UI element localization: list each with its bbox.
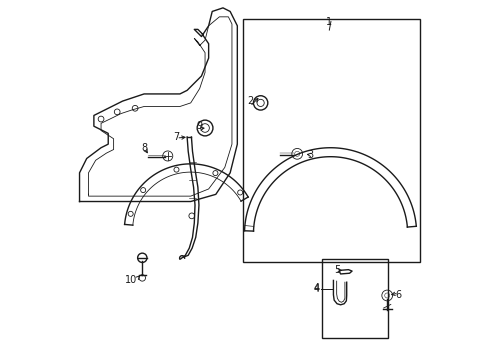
Text: 10: 10 [125, 275, 138, 285]
Text: 3: 3 [307, 150, 313, 160]
Text: 7: 7 [173, 132, 179, 142]
Text: 9: 9 [196, 121, 203, 131]
Text: 2: 2 [246, 96, 252, 106]
Bar [321, 259, 387, 338]
Text: 6: 6 [395, 290, 401, 300]
Bar [242, 19, 419, 262]
Text: 4: 4 [312, 283, 319, 293]
Text: 5: 5 [334, 265, 340, 275]
Text: 8: 8 [141, 143, 147, 153]
Text: 4: 4 [312, 284, 319, 294]
Text: 1: 1 [325, 17, 331, 27]
